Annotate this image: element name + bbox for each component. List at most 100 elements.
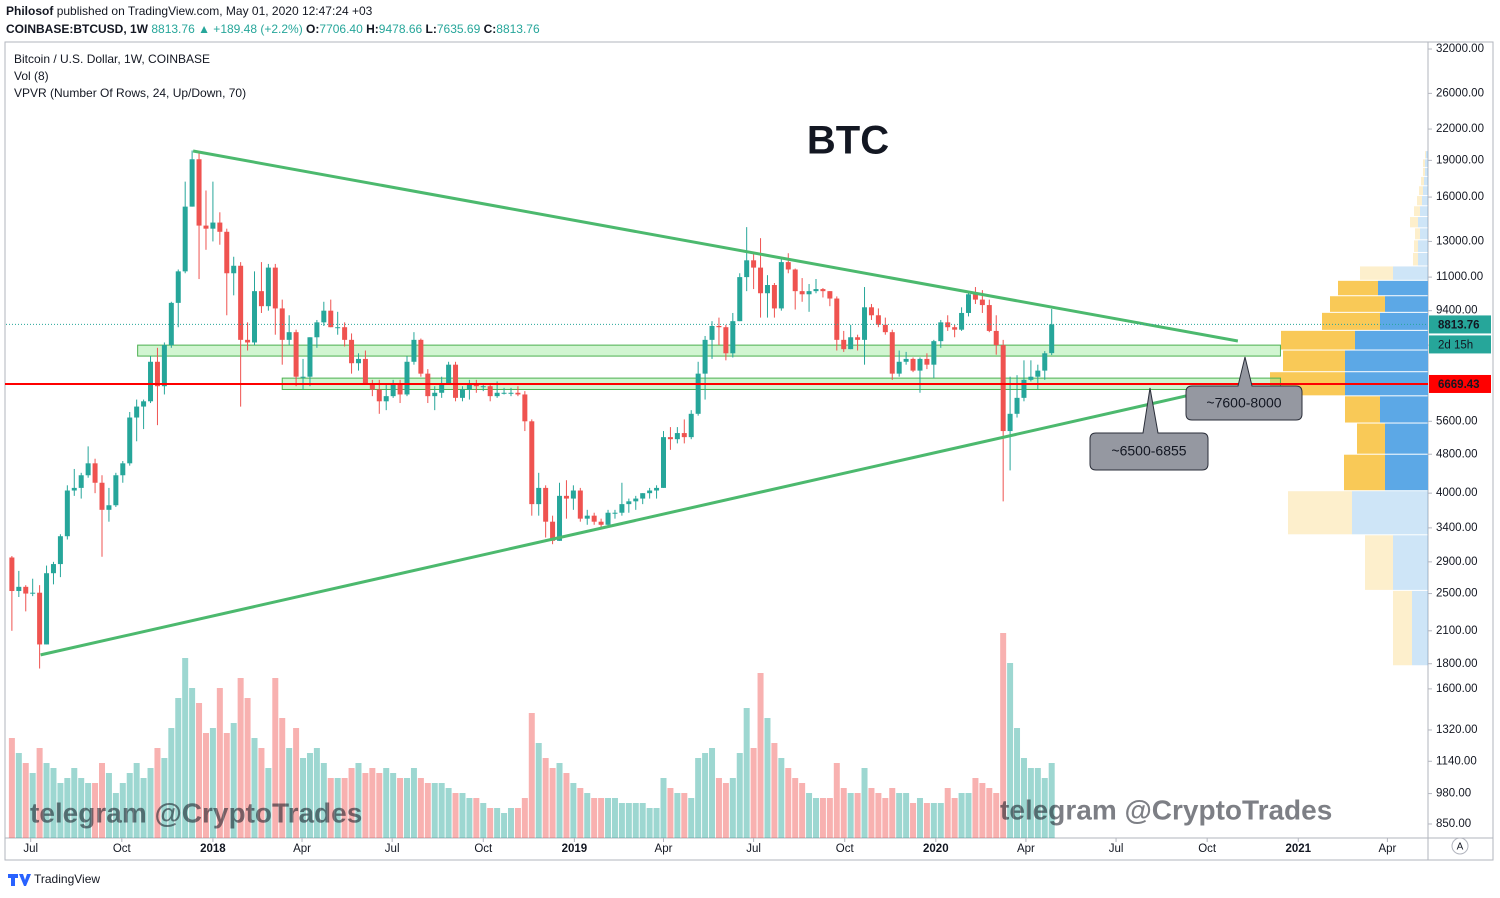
candle-body: [570, 490, 576, 499]
volume-bar: [64, 778, 71, 838]
volume-bar: [119, 783, 126, 838]
candle-body: [30, 592, 36, 594]
volume-bar: [882, 798, 889, 838]
volume-bar: [889, 788, 896, 838]
candle-body: [210, 222, 216, 229]
callout: ~6500-6855: [1089, 387, 1209, 471]
candle-body: [148, 361, 154, 402]
callout-box: [1089, 387, 1209, 471]
volume-bar: [542, 758, 549, 838]
vpvr-down: [1322, 312, 1380, 330]
volume-bar: [244, 698, 251, 838]
auto-scale-button[interactable]: [1451, 837, 1469, 855]
volume-bar: [348, 768, 355, 838]
candle-body: [314, 322, 320, 338]
candle-body: [986, 305, 992, 331]
volume-bar: [459, 793, 466, 838]
candle-body: [9, 557, 15, 592]
candle-body: [959, 312, 965, 330]
candle-body: [411, 339, 417, 362]
volume-bar: [438, 783, 445, 838]
candle-body: [924, 358, 930, 365]
vpvr-up: [1378, 280, 1428, 296]
volume-bar: [202, 733, 209, 838]
candle-body: [862, 307, 868, 340]
vpvr-up: [1412, 590, 1428, 666]
plot-area: telegram @CryptoTrades telegram @CryptoTr…: [5, 149, 1428, 838]
candle-body: [515, 392, 521, 395]
volume-bar: [771, 743, 778, 838]
legend-symbol: Bitcoin / U.S. Dollar, 1W, COINBASE: [14, 52, 210, 66]
candle-body: [827, 291, 833, 299]
watermark: telegram @CryptoTrades: [1000, 794, 1332, 825]
y-tick-label: 1140.00: [1436, 755, 1477, 767]
volume-bar: [764, 718, 771, 838]
volume-bar: [154, 748, 161, 838]
volume-bar: [916, 798, 923, 838]
legend-vpvr: VPVR (Number Of Rows, 24, Up/Down, 70): [14, 86, 246, 100]
vpvr-down: [1330, 296, 1385, 312]
vpvr-up: [1352, 491, 1428, 535]
candle-body: [945, 322, 951, 328]
x-tick-label: Oct: [836, 843, 855, 855]
volume-bar: [591, 798, 598, 838]
y-tick-label: 11000.00: [1436, 271, 1483, 283]
x-tick-label: Apr: [1017, 843, 1035, 855]
candle-body: [1014, 397, 1020, 414]
trendline: [40, 393, 1191, 657]
volume-bar: [15, 753, 22, 838]
volume-bar: [133, 763, 140, 838]
volume-bar: [729, 778, 736, 838]
countdown-tag: [1429, 335, 1491, 354]
candle-body: [841, 339, 847, 350]
volume-bar: [431, 783, 438, 838]
vpvr-down: [1344, 454, 1385, 491]
volume-bar: [903, 793, 910, 838]
change: ▲ +189.48 (+2.2%): [198, 22, 303, 36]
symbol-line: COINBASE:BTCUSD, 1W 8813.76 ▲ +189.48 (+…: [6, 22, 540, 36]
ohlc-value: 7635.69: [437, 22, 481, 36]
y-tick-label: 1600.00: [1436, 683, 1478, 695]
candle-body: [744, 260, 750, 278]
vpvr-up: [1380, 396, 1428, 423]
volume-bar: [29, 773, 36, 838]
volume-bar: [944, 788, 951, 838]
volume-bar: [99, 763, 105, 838]
candle-body: [938, 322, 944, 342]
volume-bar: [923, 803, 930, 838]
candle-body: [369, 382, 375, 390]
volume-bar: [930, 803, 937, 838]
candle-body: [127, 417, 133, 464]
volume-bar: [972, 778, 979, 838]
legend-volume: Vol (8): [14, 69, 49, 83]
vpvr-up: [1355, 330, 1428, 350]
volume-bar: [681, 793, 688, 838]
volume-bar: [715, 778, 722, 838]
volume-bar: [598, 798, 605, 838]
x-tick-label: Jul: [385, 843, 400, 855]
y-tick-label: 1320.00: [1436, 724, 1478, 736]
callout-text: ~7600-8000: [1206, 395, 1281, 411]
y-tick-label: 980.00: [1436, 788, 1471, 800]
candle-body: [848, 337, 854, 350]
candle-body: [577, 490, 583, 519]
volume-bar: [514, 808, 521, 838]
candle-body: [37, 592, 43, 645]
candle-body: [529, 421, 535, 505]
volume-bar: [702, 753, 709, 838]
candle-body: [522, 394, 528, 422]
x-tick-label: Oct: [1198, 843, 1217, 855]
callout-box: [1185, 356, 1303, 421]
volume-bar: [778, 758, 785, 838]
candle-body: [903, 358, 909, 362]
volume-bar: [293, 728, 300, 838]
candle-body: [376, 389, 382, 402]
volume-bar: [473, 798, 480, 838]
volume-bar: [549, 768, 556, 838]
volume-bar: [937, 803, 944, 838]
volume-bar: [792, 778, 799, 838]
vpvr-up: [1393, 535, 1428, 590]
x-tick-label: Apr: [1378, 843, 1396, 855]
countdown-label: 2d 15h: [1438, 339, 1473, 351]
auto-scale-label[interactable]: A: [1457, 842, 1464, 853]
